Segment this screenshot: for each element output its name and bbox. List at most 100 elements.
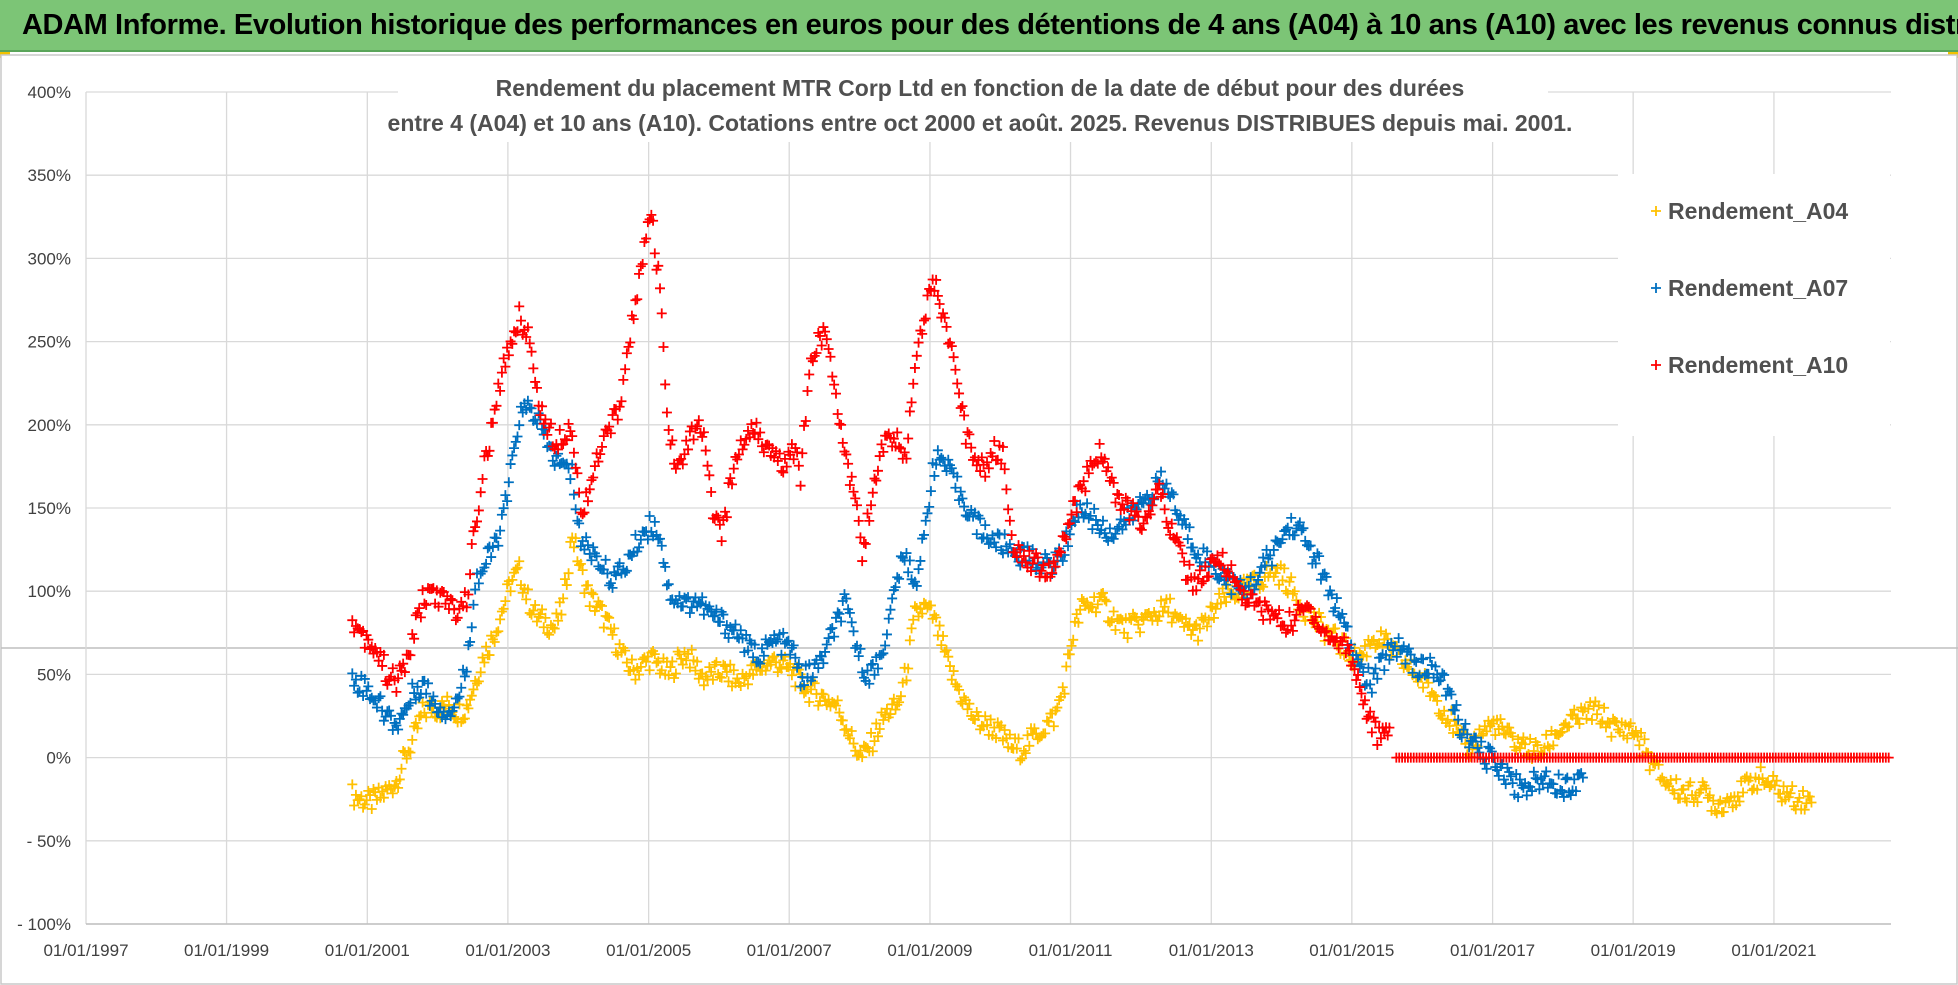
data-point <box>1685 777 1696 788</box>
data-point <box>871 718 882 729</box>
data-point <box>530 600 541 611</box>
data-point <box>904 555 915 566</box>
data-point <box>867 746 878 757</box>
data-point <box>384 705 395 716</box>
data-point <box>605 428 616 439</box>
data-point <box>653 656 664 667</box>
data-point <box>1514 743 1525 754</box>
data-point <box>755 427 766 438</box>
data-point <box>366 804 377 815</box>
data-point <box>477 473 488 484</box>
data-point <box>1356 659 1367 670</box>
data-point <box>398 658 409 669</box>
data-point <box>800 686 811 697</box>
data-point <box>1175 611 1186 622</box>
data-point <box>1071 507 1082 518</box>
data-point <box>1634 740 1645 751</box>
data-point <box>1200 561 1211 572</box>
data-point <box>547 622 558 633</box>
data-point <box>1333 643 1344 654</box>
data-point <box>1156 466 1167 477</box>
data-point <box>1806 797 1817 808</box>
data-point <box>559 434 570 445</box>
data-point <box>359 673 370 684</box>
data-point <box>834 608 845 619</box>
data-point <box>711 510 722 521</box>
data-point <box>387 663 398 674</box>
data-point <box>549 623 560 634</box>
data-point <box>698 609 709 620</box>
data-point <box>1154 611 1165 622</box>
data-point <box>515 315 526 326</box>
data-point <box>1069 495 1080 506</box>
data-point <box>1339 632 1350 643</box>
data-point <box>1704 790 1715 801</box>
data-point <box>883 613 894 624</box>
data-point <box>570 504 581 515</box>
data-point <box>1449 705 1460 716</box>
data-point <box>1451 720 1462 731</box>
data-point <box>582 580 593 591</box>
data-point <box>487 417 498 428</box>
data-point <box>1136 524 1147 535</box>
data-point <box>899 447 910 458</box>
data-point <box>983 463 994 474</box>
data-point <box>874 723 885 734</box>
data-point <box>609 623 620 634</box>
data-point <box>1013 733 1024 744</box>
data-point <box>1040 728 1051 739</box>
data-point <box>730 619 741 630</box>
data-point <box>531 382 542 393</box>
data-point <box>352 687 363 698</box>
y-tick-label: 50% <box>37 665 71 684</box>
data-point <box>378 792 389 803</box>
data-point <box>876 439 887 450</box>
data-point <box>412 681 423 692</box>
data-point <box>709 610 720 621</box>
data-point <box>836 616 847 627</box>
data-point <box>538 622 549 633</box>
data-point <box>1196 578 1207 589</box>
data-point <box>713 512 724 523</box>
data-point <box>802 385 813 396</box>
data-point <box>1771 775 1782 786</box>
x-tick-label: 01/01/2019 <box>1591 941 1676 960</box>
data-point <box>799 680 810 691</box>
data-point <box>1138 498 1149 509</box>
data-point <box>1356 688 1367 699</box>
data-point <box>1365 679 1376 690</box>
data-point <box>575 558 586 569</box>
data-point <box>1043 558 1054 569</box>
data-point <box>1310 558 1321 569</box>
data-point <box>848 626 859 637</box>
data-point <box>498 353 509 364</box>
data-point <box>349 680 360 691</box>
data-point <box>749 639 760 650</box>
data-point <box>778 627 789 638</box>
data-point <box>1393 633 1404 644</box>
data-point <box>493 626 504 637</box>
data-point <box>398 709 409 720</box>
data-point <box>661 407 672 418</box>
data-point <box>512 326 523 337</box>
data-point <box>556 609 567 620</box>
data-point <box>1528 766 1539 777</box>
data-point <box>1186 629 1197 640</box>
data-point <box>985 714 996 725</box>
data-point <box>1583 703 1594 714</box>
data-point <box>813 663 824 674</box>
data-point <box>733 449 744 460</box>
data-point <box>994 722 1005 733</box>
data-point <box>684 426 695 437</box>
data-point <box>586 555 597 566</box>
data-point <box>1651 360 1661 370</box>
data-point <box>720 661 731 672</box>
data-point <box>1558 791 1569 802</box>
data-point <box>491 627 502 638</box>
data-point <box>748 652 759 663</box>
data-point <box>1787 781 1798 792</box>
data-point <box>931 274 942 285</box>
data-point <box>415 612 426 623</box>
data-point <box>1277 575 1288 586</box>
data-point <box>1298 523 1309 534</box>
